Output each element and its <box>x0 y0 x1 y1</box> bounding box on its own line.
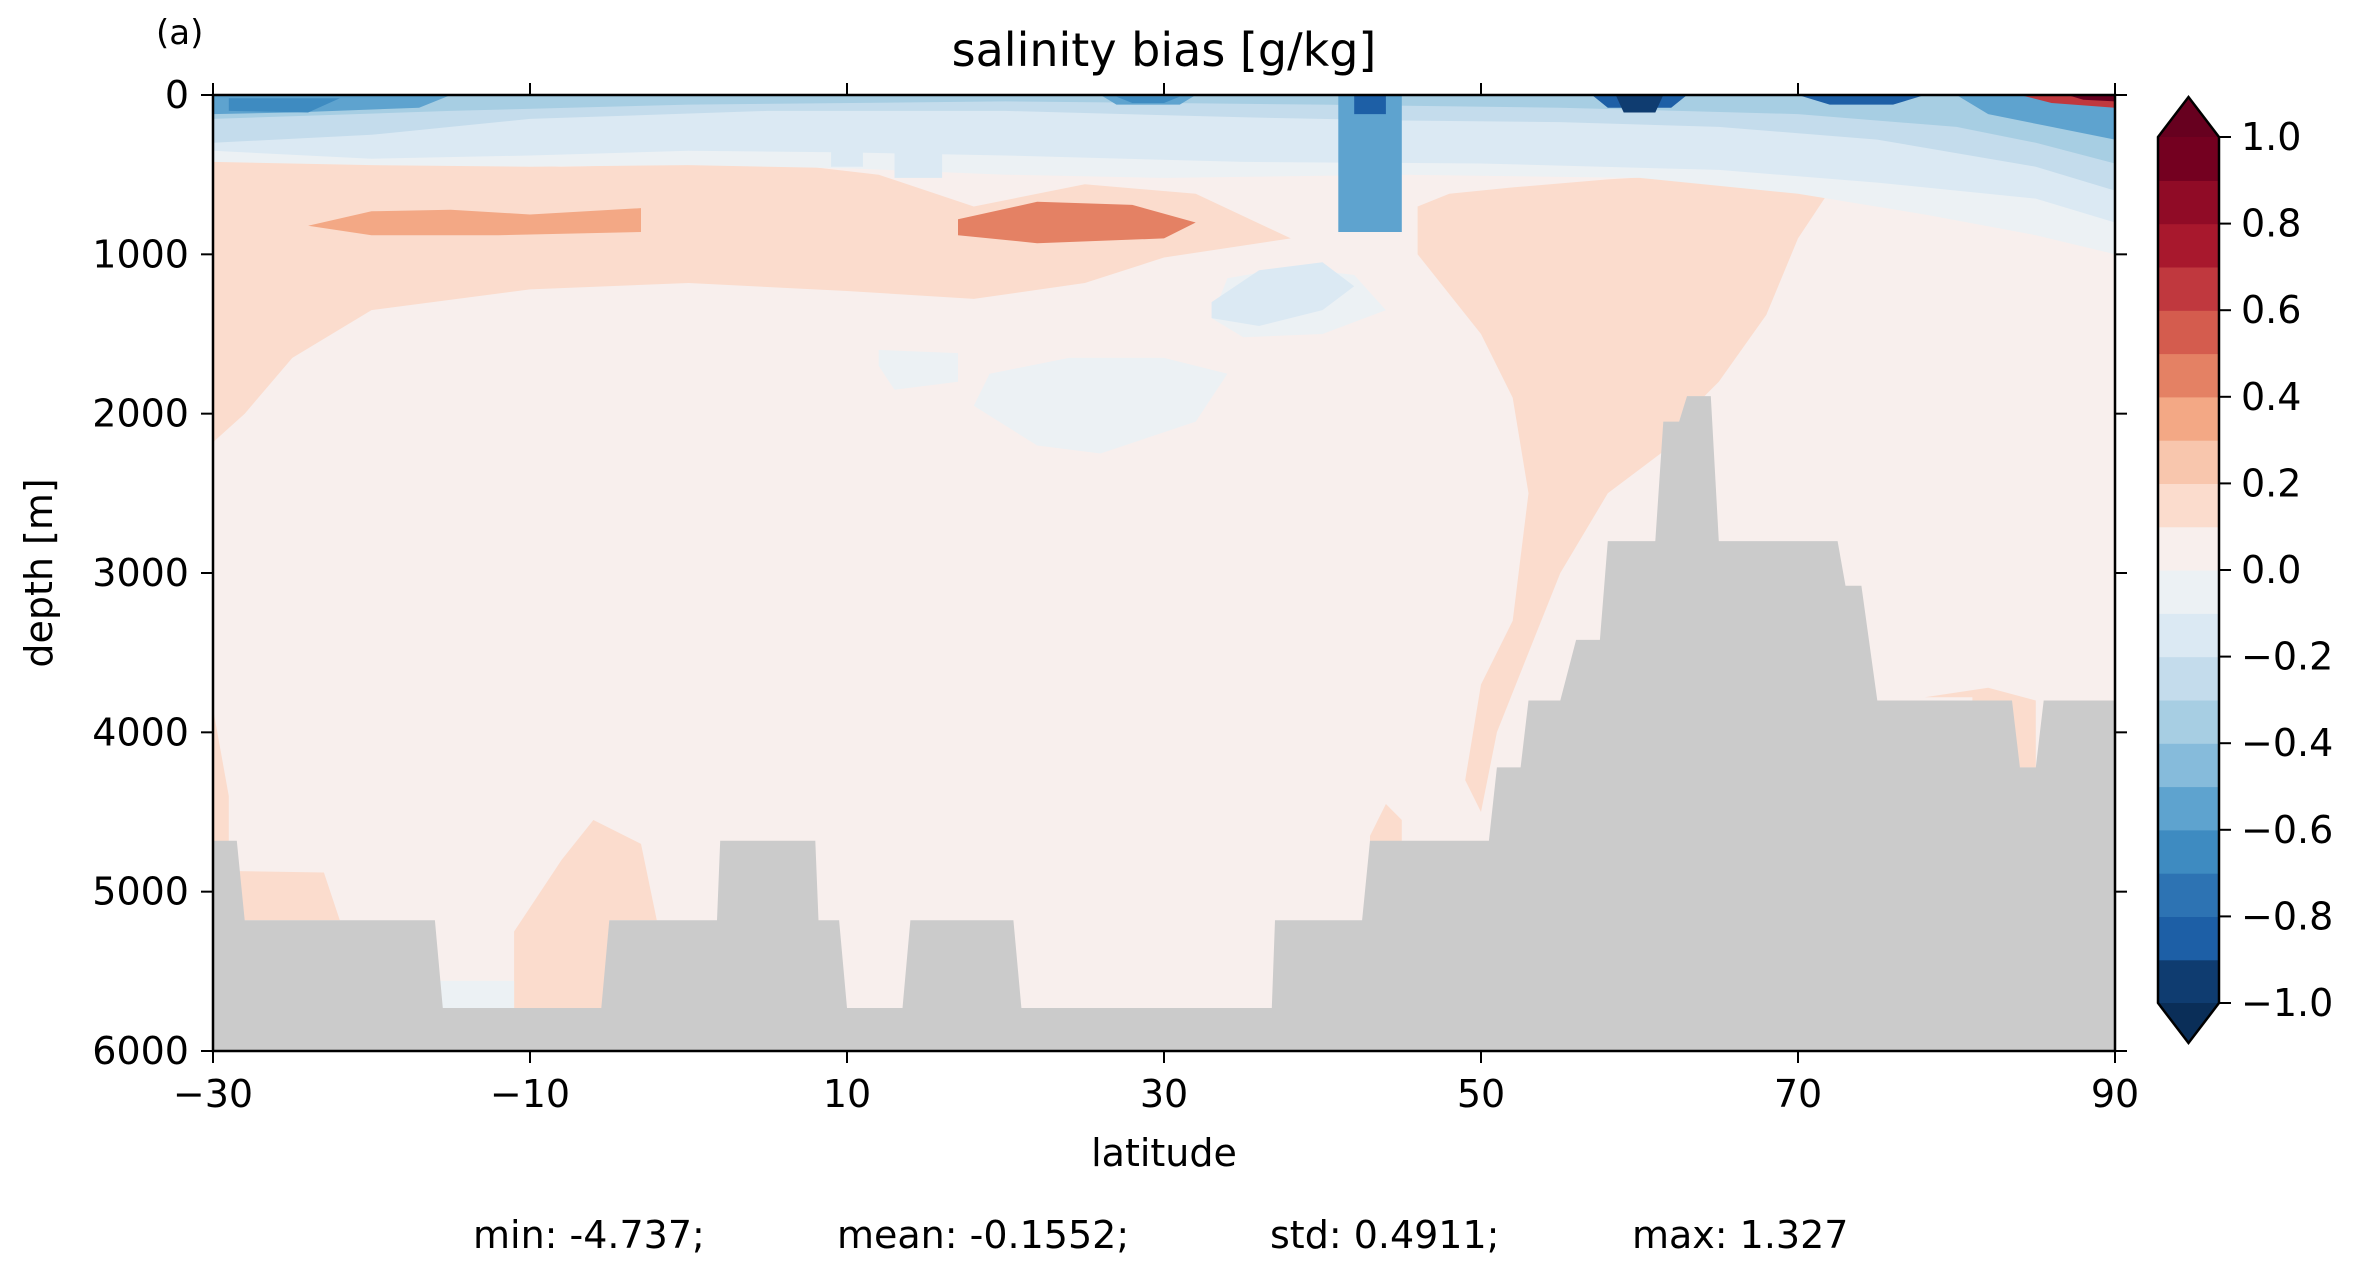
colorbar-band <box>2158 526 2219 571</box>
bias-region-23 <box>1116 96 1180 103</box>
colorbar-band <box>2158 613 2219 658</box>
bias-contours <box>213 95 2115 1008</box>
colorbar-band <box>2158 829 2219 874</box>
colorbar-band <box>2158 873 2219 917</box>
x-tick-label: 30 <box>1140 1072 1188 1116</box>
colorbar-band <box>2158 570 2219 614</box>
y-tick-label: 2000 <box>92 392 189 436</box>
bias-region-30 <box>2067 95 2115 102</box>
bias-region-3 <box>1417 174 1830 812</box>
bias-region-22 <box>228 98 340 113</box>
y-tick-label: 0 <box>165 73 189 117</box>
colorbar-tick-label: 0.0 <box>2241 548 2301 592</box>
bias-region-11 <box>434 980 515 1008</box>
y-tick-label: 6000 <box>92 1029 189 1073</box>
colorbar-tick-label: −0.8 <box>2241 894 2333 938</box>
colorbar-tick-label: 0.4 <box>2241 375 2301 419</box>
bias-region-25 <box>1354 95 1386 115</box>
bias-region-6 <box>1370 804 1402 843</box>
stat-min: min: -4.737; <box>473 1213 705 1257</box>
colorbar-band <box>2158 180 2219 225</box>
colorbar-tick-label: −0.6 <box>2241 808 2333 852</box>
bias-region-16 <box>894 150 943 178</box>
colorbar-band <box>2158 440 2219 484</box>
y-tick-label: 3000 <box>92 551 189 595</box>
colorbar-tick-label: −1.0 <box>2241 981 2333 1025</box>
colorbar-band <box>2158 266 2219 311</box>
x-tick-label: 70 <box>1774 1072 1822 1116</box>
bias-region-15 <box>831 142 863 167</box>
colorbar-band <box>2158 743 2219 788</box>
bias-region-24 <box>1338 95 1402 232</box>
y-axis-label: depth [m] <box>17 478 61 667</box>
colorbar-tick-label: −0.2 <box>2241 635 2333 679</box>
y-tick-label: 5000 <box>92 870 189 914</box>
bias-region-27 <box>1615 95 1664 113</box>
colorbar-band <box>2158 353 2219 398</box>
stat-max: max: 1.327 <box>1632 1213 1848 1257</box>
colorbar-tick-label: −0.4 <box>2241 721 2333 765</box>
colorbar-band <box>2158 916 2219 961</box>
bias-region-9 <box>878 349 958 390</box>
x-axis-label: latitude <box>1091 1131 1237 1175</box>
colorbar: 1.0 0.8 0.6 0.4 0.2 0.0 −0.2 −0.4 −0.6 −0.8 −1.0 <box>2156 94 2333 1046</box>
plot-area <box>213 95 2115 1051</box>
colorbar-band <box>2158 137 2219 181</box>
bias-region-28 <box>1798 95 1925 105</box>
colorbar-band <box>2158 656 2219 701</box>
stat-std: std: 0.4911; <box>1270 1213 1499 1257</box>
x-axis: −30 −10 10 30 50 70 90 <box>173 83 2139 1116</box>
y-tick-label: 4000 <box>92 710 189 754</box>
y-axis: 0 1000 2000 3000 4000 5000 6000 <box>92 73 2127 1073</box>
bias-region-21 <box>1956 95 2115 140</box>
colorbar-band <box>2158 786 2219 831</box>
stats-line: min: -4.737; mean: -0.1552; std: 0.4911;… <box>473 1213 1848 1257</box>
bias-region-10 <box>973 357 1228 454</box>
colorbar-extend-max <box>2158 97 2219 137</box>
x-tick-label: −30 <box>173 1072 253 1116</box>
panel-label: (a) <box>156 13 203 53</box>
colorbar-band <box>2158 396 2219 441</box>
colorbar-tick-label: 0.8 <box>2241 202 2301 246</box>
bias-region-14 <box>213 95 2115 223</box>
bias-region-2 <box>958 201 1196 244</box>
bias-region-1 <box>308 208 641 236</box>
colorbar-band <box>2158 223 2219 268</box>
colorbar-tick-label: 0.6 <box>2241 288 2301 332</box>
bias-region-12 <box>1211 262 1355 326</box>
chart-title: salinity bias [g/kg] <box>952 23 1377 77</box>
x-tick-label: 10 <box>823 1072 871 1116</box>
colorbar-band <box>2158 483 2219 528</box>
seafloor-bathymetry <box>213 396 2115 1051</box>
bias-region-17 <box>213 95 2115 191</box>
colorbar-band <box>2158 699 2219 744</box>
colorbar-band <box>2158 959 2219 1004</box>
x-tick-label: 90 <box>2091 1072 2139 1116</box>
x-tick-label: −10 <box>490 1072 570 1116</box>
colorbar-band <box>2158 310 2219 355</box>
colorbar-extend-min <box>2158 1003 2219 1043</box>
bias-region-5 <box>514 820 657 1008</box>
colorbar-tick-label: 1.0 <box>2241 115 2301 159</box>
x-tick-label: 50 <box>1457 1072 1505 1116</box>
y-tick-label: 1000 <box>92 232 189 276</box>
stat-mean: mean: -0.1552; <box>837 1213 1129 1257</box>
colorbar-tick-label: 0.2 <box>2241 461 2301 505</box>
